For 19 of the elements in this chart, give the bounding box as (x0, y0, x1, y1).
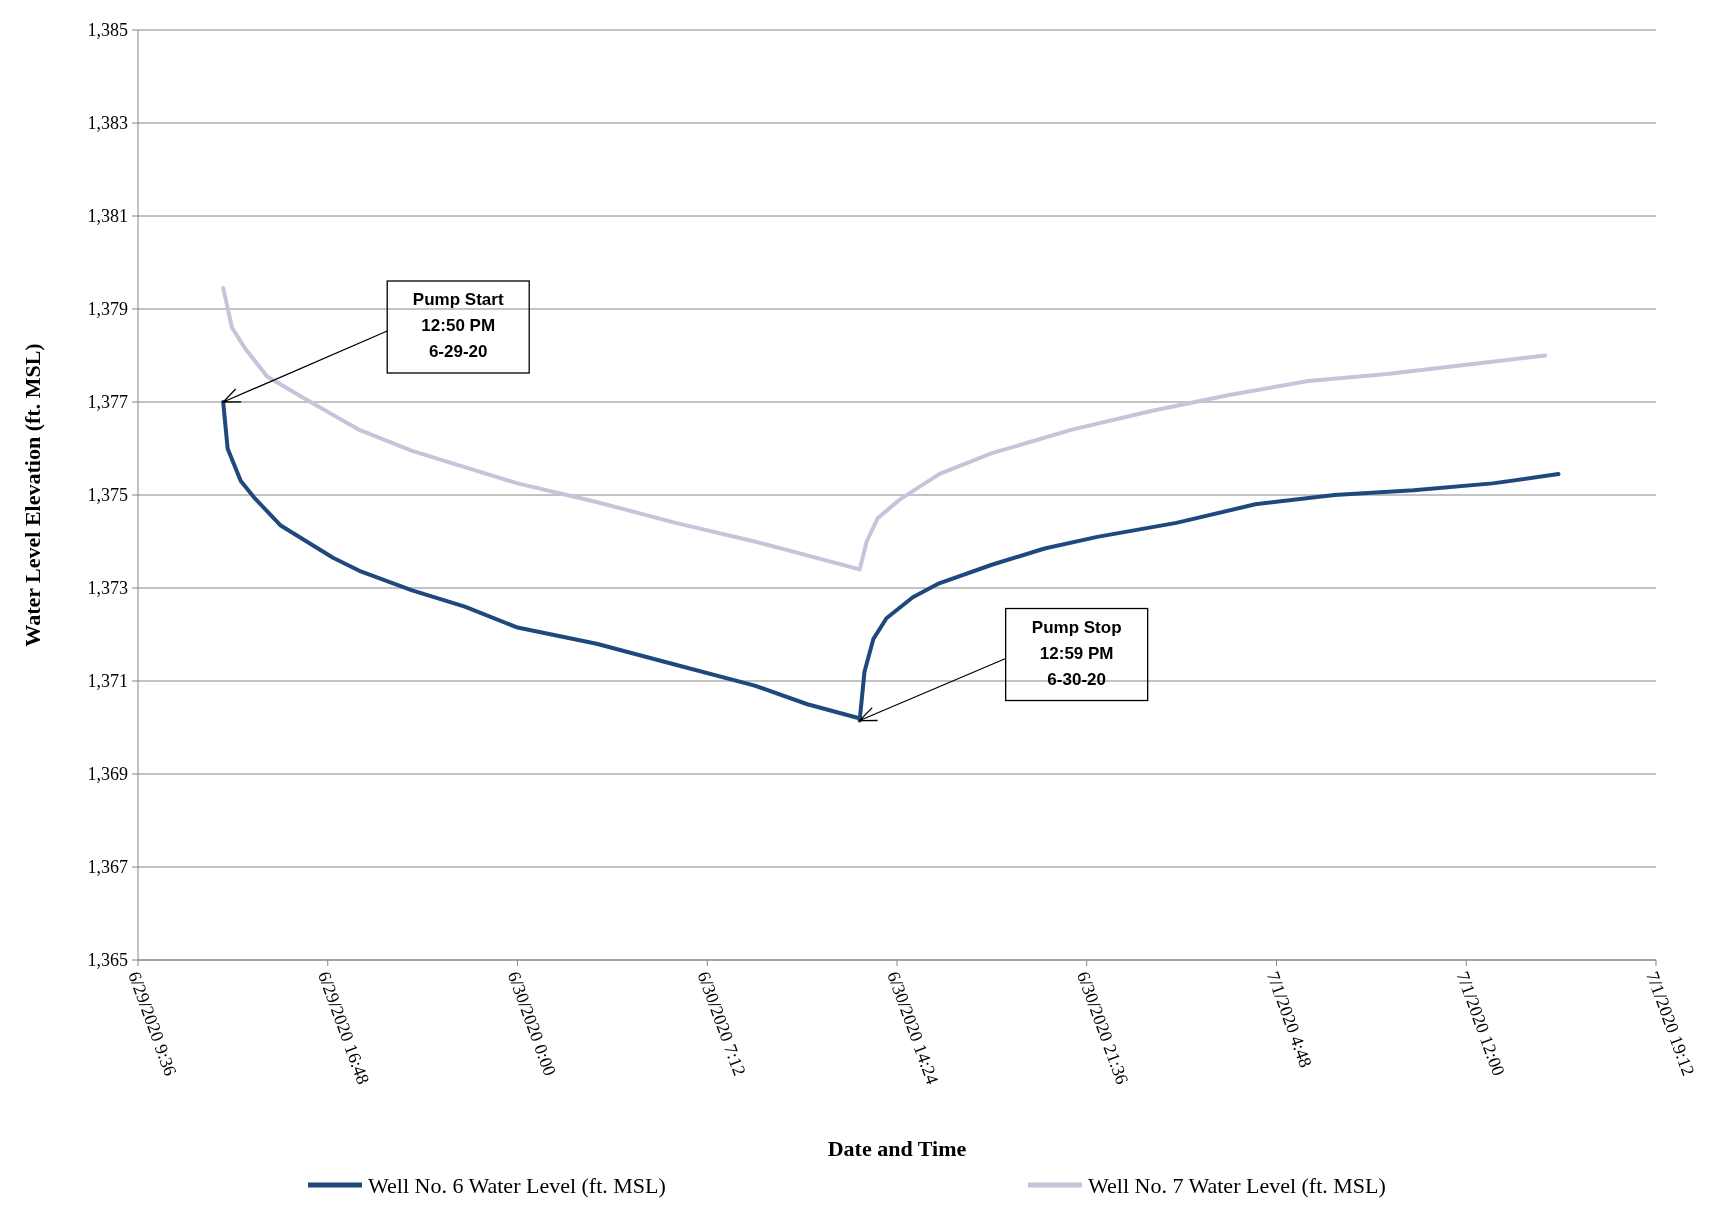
y-tick-label: 1,375 (87, 485, 128, 506)
y-tick-label: 1,379 (87, 299, 128, 320)
annotation: Pump Start 12:50 PM 6-29-20 (412, 290, 504, 361)
legend-label: Well No. 7 Water Level (ft. MSL) (1088, 1172, 1386, 1198)
y-tick-label: 1,385 (87, 20, 128, 41)
y-tick-label: 1,377 (87, 392, 128, 413)
x-axis-title: Date and Time (827, 1136, 967, 1161)
y-tick-label: 1,373 (87, 578, 128, 599)
y-tick-label: 1,365 (87, 950, 128, 971)
y-tick-label: 1,381 (87, 206, 128, 227)
y-tick-label: 1,367 (87, 857, 128, 878)
legend-label: Well No. 6 Water Level (ft. MSL) (368, 1172, 666, 1198)
line-series (221, 400, 1561, 723)
y-tick-label: 1,369 (87, 764, 128, 785)
y-axis-title: Water Level Elevation (ft. MSL) (20, 343, 45, 647)
y-tick-label: 1,383 (87, 113, 128, 134)
annotation: Pump Stop 12:59 PM 6-30-20 (1031, 617, 1122, 689)
y-tick-label: 1,371 (87, 671, 128, 692)
line-series (221, 286, 1548, 572)
